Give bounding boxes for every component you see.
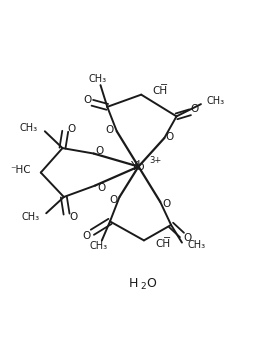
Text: O: O: [109, 195, 118, 205]
Text: O: O: [166, 132, 174, 142]
Text: O: O: [68, 123, 76, 133]
Text: O: O: [69, 212, 78, 222]
Text: CH₃: CH₃: [188, 240, 206, 250]
Text: CH: CH: [153, 86, 168, 96]
Text: ⁻HC: ⁻HC: [11, 165, 31, 175]
Text: 3+: 3+: [149, 156, 161, 165]
Text: CH₃: CH₃: [207, 96, 225, 106]
Text: −: −: [163, 233, 171, 243]
Text: CH₃: CH₃: [20, 123, 38, 133]
Text: 2: 2: [141, 282, 146, 291]
Text: O: O: [147, 277, 157, 290]
Text: O: O: [83, 95, 92, 105]
Text: CH₃: CH₃: [89, 241, 108, 251]
Text: Yb: Yb: [130, 160, 144, 173]
Text: O: O: [96, 146, 104, 157]
Text: O: O: [162, 199, 170, 209]
Text: O: O: [82, 230, 91, 240]
Text: O: O: [191, 104, 199, 114]
Text: O: O: [106, 125, 114, 135]
Text: CH₃: CH₃: [88, 74, 106, 84]
Text: O: O: [97, 183, 105, 193]
Text: H: H: [129, 277, 138, 290]
Text: CH: CH: [155, 239, 170, 249]
Text: −: −: [160, 80, 168, 90]
Text: O: O: [184, 233, 192, 243]
Text: CH₃: CH₃: [21, 212, 39, 222]
